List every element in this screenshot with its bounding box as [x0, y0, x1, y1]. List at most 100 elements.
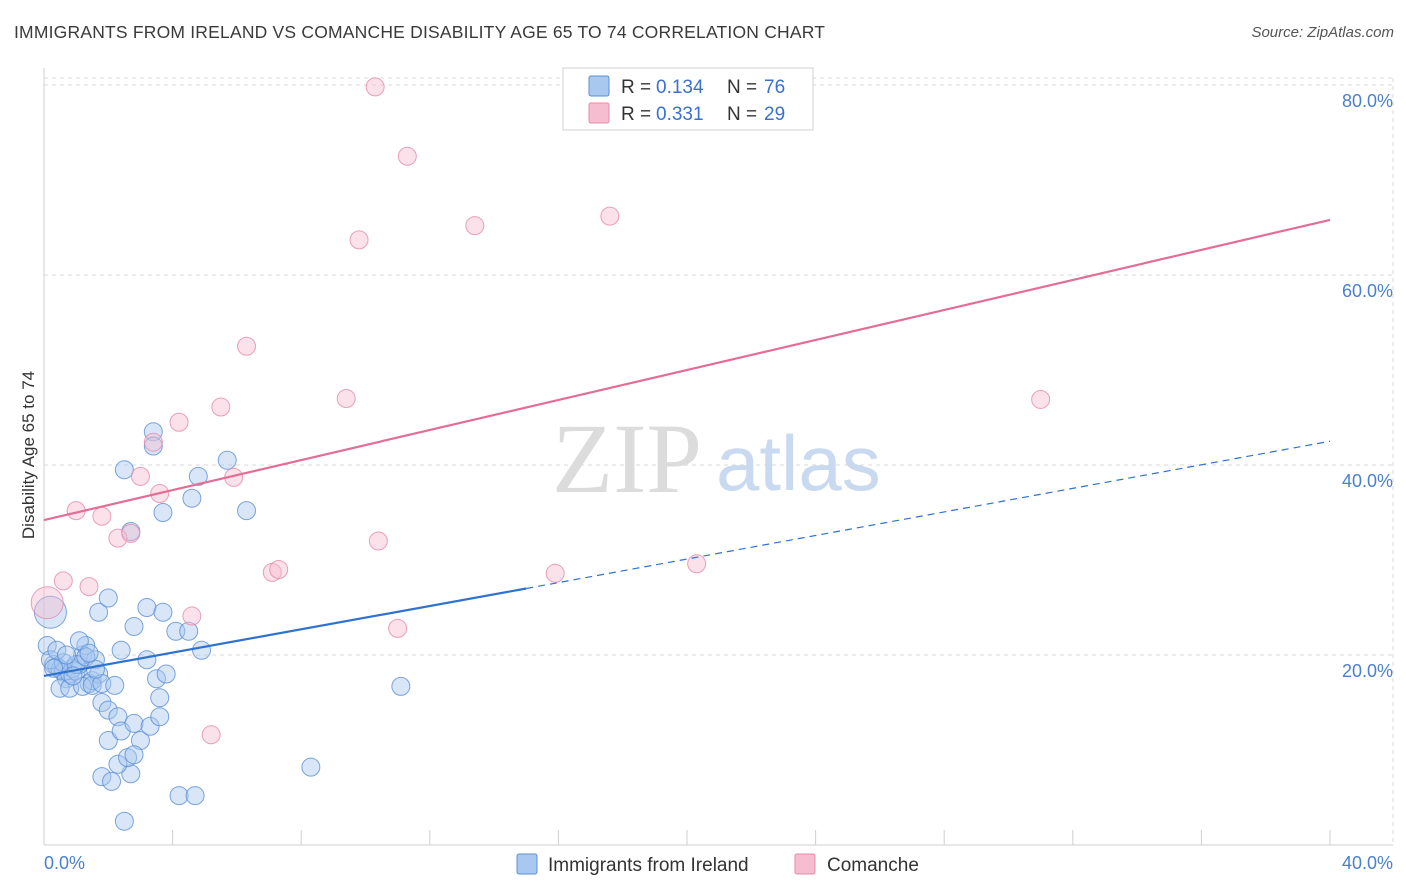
comanche-point [545, 563, 565, 583]
series-comanche-points [30, 77, 1051, 745]
comanche-point [365, 77, 385, 97]
legend-n-label-ireland: N = [727, 77, 757, 98]
comanche-point [169, 412, 189, 432]
comanche-point [397, 146, 417, 166]
legend-r-value-comanche: 0.331 [656, 104, 704, 125]
ireland-point [47, 640, 67, 660]
ireland-point [130, 731, 150, 750]
ireland-point [85, 659, 105, 679]
comanche-point [211, 397, 231, 417]
comanche-point [687, 554, 707, 574]
comanche-point [201, 725, 221, 745]
ireland-point [108, 754, 128, 774]
ireland-point [124, 617, 144, 636]
chart-source: Source: ZipAtlas.com [1251, 24, 1394, 41]
ireland-point [153, 503, 173, 522]
ireland-point [111, 640, 131, 660]
watermark-zip: ZIP [552, 403, 702, 514]
ireland-point [82, 675, 102, 695]
ireland-point [237, 501, 257, 521]
ireland-point [124, 745, 144, 765]
bottom-legend: Immigrants from Ireland Comanche [516, 853, 919, 876]
bottom-legend-swatch-ireland [516, 853, 538, 875]
ireland-point [137, 598, 157, 617]
ireland-point [92, 767, 112, 787]
x-tick-label-max: 40.0% [1342, 853, 1393, 873]
ireland-point [188, 466, 208, 486]
comanche-point [600, 206, 620, 226]
comanche-point [143, 432, 163, 452]
ireland-point [391, 676, 411, 696]
ireland-point [143, 422, 163, 442]
comanche-point [269, 560, 289, 579]
legend-n-value-ireland: 76 [764, 77, 785, 98]
x-tick-label-min: 0.0% [44, 853, 85, 873]
bottom-legend-label-ireland: Immigrants from Ireland [548, 855, 749, 876]
ireland-point [102, 771, 122, 791]
comanche-point [237, 336, 257, 356]
ireland-point [147, 669, 167, 689]
ireland-point [179, 621, 199, 641]
ireland-point [156, 664, 176, 684]
ireland-point [57, 645, 77, 665]
comanche-point [336, 389, 356, 408]
ireland-point [150, 707, 170, 727]
legend-n-label-comanche: N = [727, 104, 757, 125]
ireland-point [121, 764, 141, 784]
ireland-trend-line [43, 587, 527, 677]
ireland-point [73, 676, 93, 696]
ireland-point [153, 602, 173, 622]
comanche-point [182, 606, 202, 626]
axes [43, 68, 1393, 846]
ireland-point [108, 707, 128, 727]
ireland-point [182, 488, 202, 508]
y-tick-label-80: 80.0% [1342, 91, 1393, 111]
watermark-atlas: atlas [716, 419, 881, 507]
comanche-point [79, 577, 99, 597]
comanche-trend-line [43, 218, 1331, 522]
series-ireland-points [33, 422, 411, 831]
y-tick-label-60: 60.0% [1342, 281, 1393, 301]
y-tick-labels: 20.0% 40.0% 60.0% 80.0% [1342, 91, 1393, 681]
legend-r-label-ireland: R = [621, 77, 651, 98]
comanche-point [388, 618, 408, 638]
comanche-point [465, 216, 485, 236]
chart-title: IMMIGRANTS FROM IRELAND VS COMANCHE DISA… [14, 22, 826, 42]
ireland-point [105, 675, 125, 695]
ireland-point [92, 693, 112, 712]
ireland-point [150, 688, 170, 708]
ireland-point [185, 786, 205, 806]
ireland-point [98, 731, 118, 750]
ireland-point [192, 640, 212, 660]
y-tick-label-40: 40.0% [1342, 471, 1393, 491]
comanche-point [130, 466, 150, 486]
y-axis-title: Disability Age 65 to 74 [19, 371, 38, 539]
y-tick-label-20: 20.0% [1342, 661, 1393, 681]
ireland-point [114, 811, 134, 831]
ireland-point [124, 713, 144, 733]
comanche-point [108, 528, 128, 548]
trend-lines [43, 218, 1331, 677]
bottom-legend-swatch-comanche [794, 853, 816, 875]
ireland-point [301, 757, 321, 777]
top-legend: R = 0.134 N = 76 R = 0.331 N = 29 [562, 67, 814, 131]
ireland-point [98, 700, 118, 720]
ireland-point [98, 588, 118, 608]
ireland-point [140, 716, 160, 736]
legend-swatch-ireland [588, 75, 610, 97]
comanche-point [121, 523, 141, 543]
ireland-point [114, 460, 134, 480]
legend-n-value-comanche: 29 [764, 104, 785, 125]
watermark: ZIP atlas [552, 403, 881, 514]
comanche-point [92, 506, 112, 526]
comanche-point [30, 586, 64, 620]
legend-swatch-comanche [588, 102, 610, 124]
ireland-trend-extension [526, 440, 1331, 590]
ireland-point [50, 678, 70, 698]
ireland-point [169, 786, 189, 806]
comanche-point [53, 571, 73, 591]
ireland-point [37, 636, 57, 655]
comanche-point [1031, 389, 1051, 409]
ireland-point [137, 650, 157, 670]
